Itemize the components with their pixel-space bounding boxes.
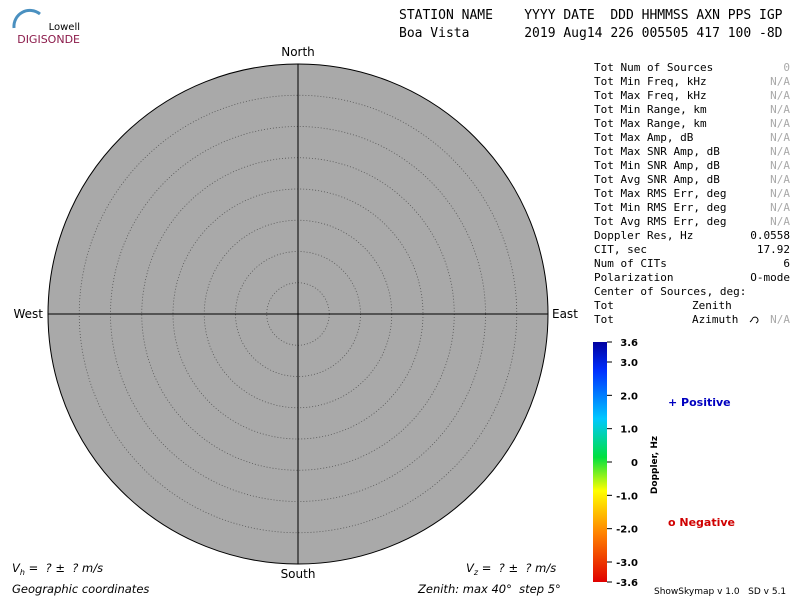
vz: Vz = ? ± ? m/s [466,561,556,577]
stat-label: Tot Min Freq, kHz [594,75,707,88]
colorbar-label: Doppler, Hz [650,436,660,494]
stat-label: Tot Min Range, km [594,103,707,116]
vh: Vh = ? ± ? m/s [12,561,103,577]
vz-sub: z [473,568,479,577]
stat-label: CIT, sec [594,243,647,256]
stat-value: 0.0558 [750,229,790,242]
coords: Geographic coordinates [12,582,149,596]
center-sub: Azimuth [692,313,738,326]
stat-label: Polarization [594,271,673,284]
stat-label: Tot Max RMS Err, deg [594,187,726,200]
vh-symbol: V [12,561,21,575]
stat-value: N/A [770,173,790,186]
colorbar [593,342,607,582]
legend-positive: + Positive [668,396,731,409]
east-label: East [552,307,578,321]
south-label: South [281,567,316,581]
stat-value: O-mode [750,271,790,284]
center-label: Tot [594,313,614,326]
stat-label: Tot Max SNR Amp, dB [594,145,720,158]
logo-top: Lowell [49,22,80,33]
stat-label: Tot Avg RMS Err, deg [594,215,726,228]
stat-value: N/A [770,131,790,144]
stat-value: 0 [783,61,790,74]
stat-label: Tot Max Freq, kHz [594,89,707,102]
logo-arc [12,8,41,29]
west-label: West [13,307,43,321]
zenith-info: Zenith: max 40° step 5° [417,582,561,596]
stat-value: N/A [770,187,790,200]
vz-value: = ? ± ? m/s [478,561,556,575]
stat-value: N/A [770,75,790,88]
colorbar-tick-label: -2.0 [616,525,638,536]
colorbar-tick-label: -3.6 [616,578,638,589]
version: ShowSkymap v 1.0 SD v 5.1 [654,587,786,597]
vh-value: = ? ± ? m/s [25,561,103,575]
vz-symbol: V [466,561,475,575]
colorbar-tick-label: 2.0 [620,391,638,402]
colorbar-tick-label: 3.0 [620,358,638,369]
stat-label: Tot Avg SNR Amp, dB [594,173,720,186]
stat-value: 17.92 [757,243,790,256]
colorbar-tick-label: 3.6 [620,338,638,349]
stat-label: Tot Min SNR Amp, dB [594,159,720,172]
stat-value: 6 [783,257,790,270]
north-label: North [281,45,315,59]
stat-label: Tot Max Amp, dB [594,131,694,144]
center-sub: Zenith [692,299,732,312]
stat-value: N/A [770,89,790,102]
colorbar-tick-label: 1.0 [620,425,638,436]
stat-label: Tot Max Range, km [594,117,707,130]
stat-value: N/A [770,117,790,130]
stat-label: Tot Min RMS Err, deg [594,201,726,214]
logo-bottom: DIGISONDE [17,33,80,46]
stat-value: N/A [770,159,790,172]
stat-value: N/A [770,201,790,214]
icon [749,316,759,324]
stat-label: Doppler Res, Hz [594,229,693,242]
stat-value: N/A [770,215,790,228]
stat-value: N/A [770,145,790,158]
colorbar-tick-label: -3.0 [616,558,638,569]
legend-negative: o Negative [668,516,735,529]
center-title: Center of Sources, deg: [594,285,746,298]
vh-sub: h [20,568,25,577]
center-label: Tot [594,299,614,312]
stat-value: N/A [770,103,790,116]
center-value: N/A [770,313,790,326]
stat-label: Num of CITs [594,257,667,270]
stat-label: Tot Num of Sources [594,61,713,74]
colorbar-tick-label: -1.0 [616,491,638,502]
colorbar-tick-label: 0 [631,458,638,469]
header-line: Boa Vista 2019 Aug14 226 005505 417 100 … [399,26,783,41]
header-line: STATION NAME YYYY DATE DDD HHMMSS AXN PP… [399,8,783,23]
